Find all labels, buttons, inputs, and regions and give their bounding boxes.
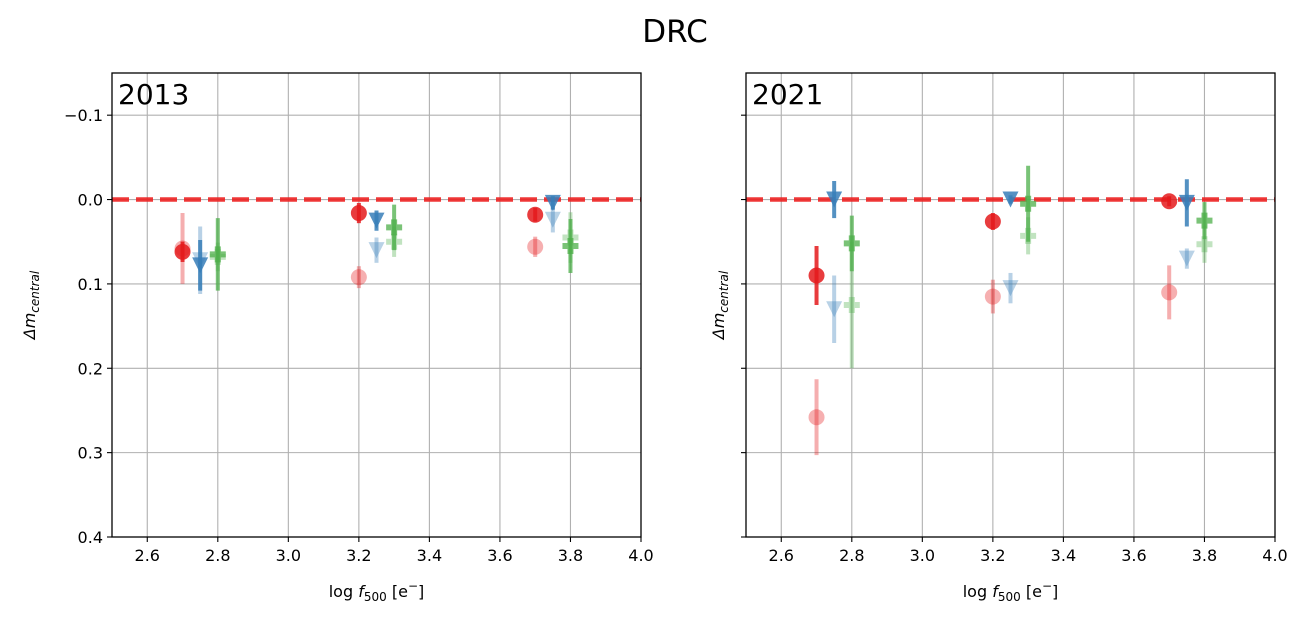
y-tick-label: −0.1 <box>64 106 103 125</box>
series-triangle-faded <box>826 248 1195 343</box>
x-tick-label: 3.6 <box>487 546 512 565</box>
x-tick-label: 3.4 <box>417 546 442 565</box>
y-axis-label: Δmcentral <box>20 270 42 341</box>
axes-frame <box>111 72 642 538</box>
x-tick-label: 3.6 <box>1121 546 1146 565</box>
data-point-plus <box>386 219 403 236</box>
data-point-circle <box>174 243 191 260</box>
y-tick-label: 0.3 <box>78 444 103 463</box>
data-point-circle <box>1161 284 1178 301</box>
data-point-circle <box>350 205 367 222</box>
data-point-circle <box>984 288 1001 305</box>
data-point-circle <box>527 206 544 223</box>
data-point-circle <box>808 267 825 284</box>
data-point-plus <box>1196 212 1213 229</box>
data-point-triangle <box>1002 191 1019 208</box>
series-triangle <box>826 179 1195 227</box>
x-tick-label: 2.6 <box>135 546 160 565</box>
data-point-circle <box>527 238 544 255</box>
data-point-triangle <box>826 191 843 208</box>
x-tick-label: 2.8 <box>839 546 864 565</box>
data-point-circle <box>350 269 367 286</box>
data-point-triangle <box>368 212 385 229</box>
data-point-plus <box>843 297 860 313</box>
series-triangle <box>192 194 561 291</box>
data-point-plus <box>562 237 579 254</box>
y-tick-label: 0.0 <box>78 191 103 210</box>
data-point-plus <box>209 246 226 263</box>
series-circle <box>808 193 1178 305</box>
y-tick-label: 0.2 <box>78 359 103 378</box>
x-axis-label: log f500 [e−] <box>963 579 1059 604</box>
panel-label: 2013 <box>118 78 189 111</box>
axes-frame <box>745 72 1276 538</box>
data-point-triangle <box>544 194 561 211</box>
x-tick-label: 3.8 <box>1192 546 1217 565</box>
plot-area <box>808 165 1213 456</box>
series-plus <box>209 204 579 291</box>
x-tick-label: 3.4 <box>1051 546 1076 565</box>
data-point-triangle <box>826 301 843 318</box>
data-point-triangle <box>1002 280 1019 297</box>
panel-label: 2021 <box>752 78 823 111</box>
data-point-triangle <box>544 211 561 228</box>
y-tick-label: 0.1 <box>78 275 103 294</box>
series-plus <box>843 165 1213 272</box>
data-point-plus <box>1020 195 1037 212</box>
data-point-plus <box>843 235 860 252</box>
x-tick-label: 4.0 <box>628 546 653 565</box>
data-point-triangle <box>192 257 209 274</box>
y-tick-label: 0.4 <box>78 528 103 547</box>
panel-2021: 2.6 2.8 3.0 3.2 3.4 3.6 3.8 4.0 2021 log f500 [e−… <box>709 72 1288 604</box>
x-axis-label: log f500 [e−] <box>329 579 425 604</box>
data-point-circle <box>984 213 1001 230</box>
x-tick-label: 3.8 <box>558 546 583 565</box>
series-circle-faded <box>808 265 1178 456</box>
series-circle <box>174 202 544 262</box>
x-tick-label: 2.6 <box>769 546 794 565</box>
x-tick-label: 3.2 <box>346 546 371 565</box>
panel-2013: 2.6 2.8 3.0 3.2 3.4 3.6 3.8 4.0 −0.1 0.0 0.1 0.2 0.3… <box>20 72 654 604</box>
x-tick-label: 3.2 <box>980 546 1005 565</box>
y-axis-label: Δmcentral <box>709 270 731 341</box>
plot-area <box>174 194 579 295</box>
x-tick-label: 3.0 <box>910 546 935 565</box>
x-tick-label: 3.0 <box>276 546 301 565</box>
data-point-triangle <box>368 242 385 259</box>
data-point-plus <box>1196 236 1213 253</box>
data-point-circle <box>1161 193 1178 210</box>
data-point-circle <box>808 409 825 426</box>
x-tick-label: 2.8 <box>205 546 230 565</box>
x-tick-label: 4.0 <box>1262 546 1287 565</box>
figure-title: DRC <box>642 14 708 50</box>
data-point-triangle <box>1178 194 1195 211</box>
data-point-triangle <box>1178 250 1195 267</box>
